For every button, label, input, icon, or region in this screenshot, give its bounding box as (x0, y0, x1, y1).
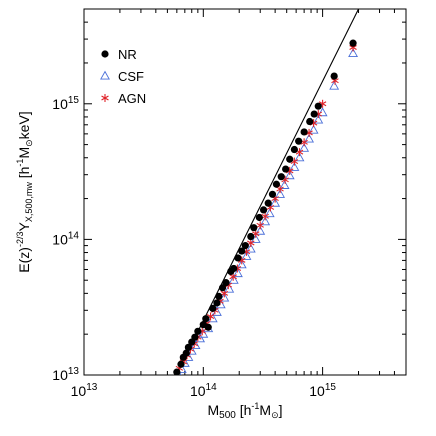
x-axis-label: M500 [h-1M⊙] (207, 401, 282, 421)
csf-point (294, 152, 305, 162)
plot-frame (83, 8, 407, 376)
nr-point (314, 102, 322, 110)
nr-point (182, 349, 190, 357)
nr-point (282, 165, 290, 173)
csf-point (232, 268, 243, 278)
axis-ticks: 1013 1014 1015 1013 1014 1015 (52, 8, 407, 399)
nr-point (177, 360, 185, 368)
csf-point (245, 243, 256, 253)
nr-point (173, 368, 181, 375)
csf-point (279, 180, 290, 189)
legend: NR CSF AGN (100, 47, 146, 106)
nr-point (213, 299, 221, 307)
nr-point (222, 279, 230, 287)
nr-point (202, 315, 210, 323)
y-tick-label: 1014 (52, 230, 79, 247)
csf-point (260, 216, 271, 226)
csf-point (329, 80, 340, 90)
data-points-layer (173, 39, 359, 375)
legend-label-agn: AGN (118, 91, 146, 106)
csf-point (224, 283, 235, 293)
nr-point (250, 224, 258, 232)
csf-point (255, 225, 266, 235)
nr-point (306, 117, 314, 126)
csf-point (228, 274, 239, 284)
nr-point (184, 343, 192, 351)
nr-point (268, 190, 277, 198)
nr-point (215, 292, 223, 300)
csf-point (313, 114, 324, 124)
csf-point (264, 208, 275, 218)
y-tick-label: 1015 (52, 95, 79, 112)
csf-point (289, 161, 300, 171)
nr-point (277, 173, 285, 181)
nr-point (204, 323, 212, 331)
nr-point (295, 137, 303, 145)
nr-point (230, 264, 238, 273)
nr-point (272, 180, 281, 188)
csf-point (348, 48, 359, 57)
nr-point (209, 304, 217, 312)
agn-point (276, 185, 284, 194)
y-axis-label: E(z)-2/3YX,500,mw [h-1M⊙keV] (15, 111, 34, 272)
csf-point (284, 170, 295, 180)
legend-marker-agn (101, 94, 109, 102)
csf-point (236, 259, 247, 269)
csf-point (241, 251, 252, 260)
nr-point (247, 232, 255, 241)
legend-label-nr: NR (118, 47, 137, 62)
csf-point (270, 197, 281, 207)
nr-point (349, 39, 357, 47)
x-tick-label: 1015 (309, 382, 336, 399)
x-tick-label: 1013 (71, 382, 98, 399)
nr-point (238, 247, 246, 255)
nr-point (300, 128, 308, 136)
legend-marker-nr (101, 50, 109, 58)
nr-point (330, 72, 338, 80)
nr-point (259, 206, 268, 214)
csf-point (299, 142, 310, 152)
nr-point (191, 333, 199, 341)
csf-point (250, 234, 261, 243)
nr-point (194, 327, 202, 335)
csf-point (308, 124, 319, 134)
nr-point (290, 145, 298, 154)
csf-point (275, 188, 286, 198)
series-nr (173, 39, 357, 375)
legend-marker-csf (100, 70, 110, 80)
agn-point (256, 221, 264, 230)
x-tick-label: 1014 (190, 382, 217, 399)
nr-point (286, 155, 294, 163)
nr-point (241, 241, 249, 250)
y-tick-label: 1013 (52, 366, 79, 383)
nr-point (310, 110, 318, 118)
csf-point (317, 107, 328, 117)
csf-point (304, 133, 315, 143)
nr-point (218, 284, 227, 292)
nr-point (264, 199, 272, 207)
nr-point (234, 254, 242, 262)
legend-label-csf: CSF (118, 69, 144, 84)
nr-point (255, 213, 263, 222)
